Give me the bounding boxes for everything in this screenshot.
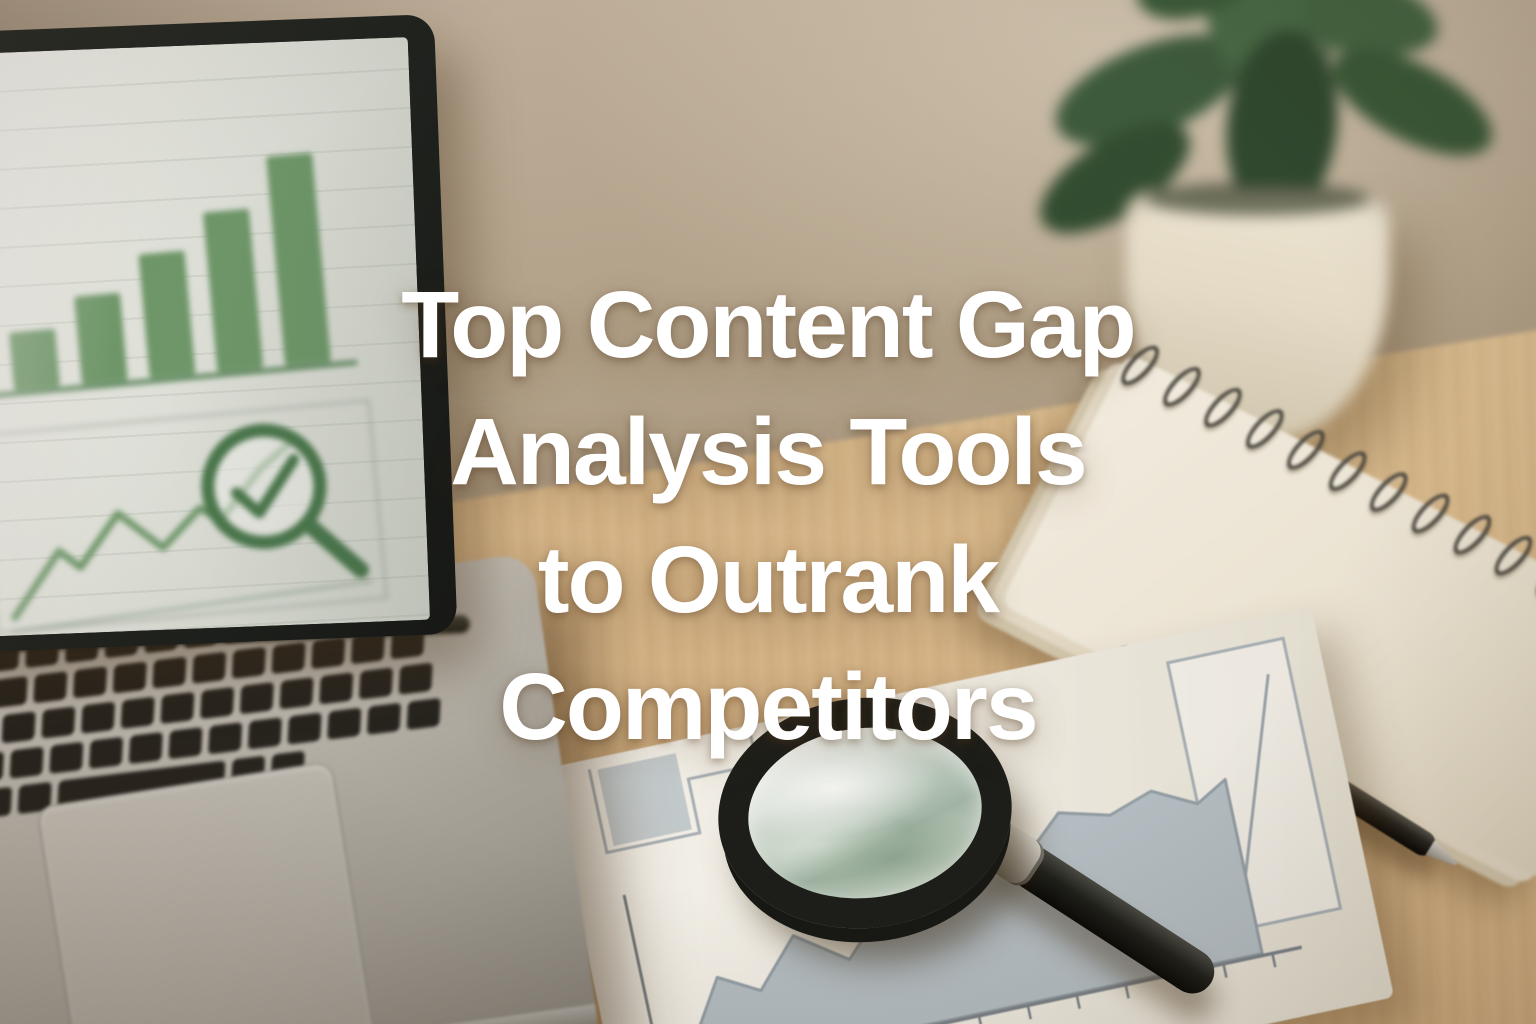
- keyboard-key: [112, 661, 148, 694]
- keyboard-key: [160, 691, 195, 725]
- keyboard-key: [239, 682, 275, 715]
- keyboard-key: [271, 641, 306, 675]
- title-line-4: Competitors: [499, 653, 1038, 760]
- potted-plant: [1020, 0, 1520, 470]
- laptop-screen: [0, 14, 458, 654]
- keyboard-key: [0, 786, 13, 819]
- paper-y-axis: [622, 894, 666, 1024]
- plant-leaves-icon: [1040, 0, 1492, 281]
- axis-tick: [1222, 963, 1228, 978]
- printed-chart-paper: [548, 605, 1395, 1024]
- keyboard-key: [1, 711, 36, 744]
- paper-secondary-chart-fill: [597, 753, 692, 847]
- axis-tick: [1075, 994, 1081, 1009]
- keyboard-key: [72, 666, 108, 699]
- keyboard-key: [40, 706, 76, 739]
- axis-tick: [1271, 953, 1277, 968]
- keyboard-key: [0, 751, 5, 784]
- laptop-trackpad: [35, 760, 381, 1024]
- title-line-2: Analysis Tools: [450, 399, 1087, 506]
- keyboard-key: [366, 702, 402, 735]
- title-line-1: Top Content Gap: [401, 272, 1136, 378]
- keyboard-key: [279, 677, 314, 710]
- keyboard-key: [207, 722, 243, 755]
- keyboard-key: [152, 656, 187, 689]
- keyboard-key: [17, 781, 53, 815]
- paper-chart: [587, 636, 1343, 1024]
- keyboard-key: [358, 667, 394, 700]
- keyboard-key: [398, 662, 434, 695]
- keyboard-key: [310, 636, 346, 670]
- keyboard-key: [168, 727, 203, 760]
- axis-tick: [1124, 984, 1130, 999]
- page-title: Top Content Gap Analysis Tools to Outran…: [0, 262, 1536, 771]
- axis-tick: [977, 1015, 984, 1024]
- keyboard-key: [32, 671, 68, 704]
- keyboard-key: [406, 697, 442, 731]
- keyboard-key: [231, 646, 267, 680]
- keyboard-key: [287, 712, 322, 745]
- keyboard-key: [199, 686, 235, 720]
- keyboard-key: [128, 731, 164, 765]
- keyboard-key: [80, 701, 116, 734]
- keyboard-key: [48, 741, 84, 774]
- keyboard-key: [326, 707, 362, 740]
- title-line-3: to Outrank: [537, 526, 1000, 633]
- keyboard-key: [318, 672, 354, 705]
- keyboard-key: [0, 675, 28, 709]
- laptop-screen-content: [0, 37, 431, 638]
- keyboard-key: [120, 696, 156, 729]
- axis-tick: [1026, 1005, 1032, 1020]
- keyboard-key: [88, 736, 124, 770]
- keyboard-key: [191, 651, 227, 684]
- paper-x-axis-ticks: [977, 953, 1277, 1024]
- keyboard-key: [9, 746, 45, 779]
- keyboard-key: [247, 717, 283, 750]
